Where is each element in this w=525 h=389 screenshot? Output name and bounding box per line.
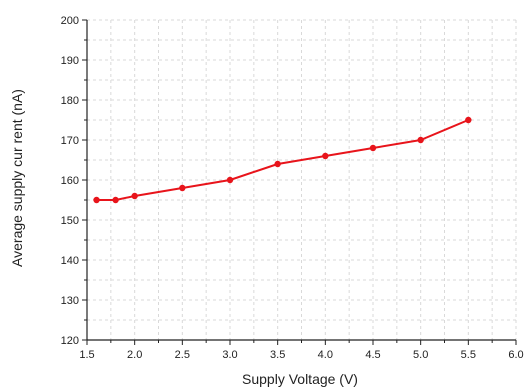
data-point bbox=[322, 152, 329, 160]
data-point bbox=[112, 196, 119, 204]
series bbox=[93, 116, 472, 204]
x-tick-label: 5.0 bbox=[413, 349, 428, 361]
data-point bbox=[465, 116, 472, 124]
x-tick-label: 4.5 bbox=[365, 349, 380, 361]
y-tick-label: 190 bbox=[61, 55, 79, 67]
x-tick-label: 1.5 bbox=[79, 349, 94, 361]
ticks: 1.5 2.0 2.5 3.0 3.5 4.0 4.5 5.0 5.5 6.0 120 130 140 1… bbox=[61, 15, 524, 361]
grid bbox=[87, 19, 517, 340]
y-tick-label: 170 bbox=[61, 135, 79, 147]
x-tick-label: 2.5 bbox=[175, 349, 190, 361]
data-point bbox=[131, 192, 138, 200]
y-axis-title: Average supply cur rent (nA) bbox=[9, 89, 25, 267]
x-axis-title: Supply Voltage (V) bbox=[242, 371, 358, 387]
y-tick-label: 200 bbox=[61, 15, 79, 27]
y-tick-label: 140 bbox=[61, 255, 79, 267]
y-tick-label: 160 bbox=[61, 175, 79, 187]
x-tick-label: 3.0 bbox=[222, 349, 237, 361]
x-tick-label: 5.5 bbox=[461, 349, 476, 361]
x-tick-label: 3.5 bbox=[270, 349, 285, 361]
data-point bbox=[179, 184, 186, 192]
x-tick-label: 6.0 bbox=[508, 349, 523, 361]
series-line bbox=[96, 119, 469, 201]
x-tick-label: 4.0 bbox=[318, 349, 333, 361]
y-tick-label: 150 bbox=[61, 215, 79, 227]
data-point bbox=[274, 160, 281, 168]
x-tick-label: 2.0 bbox=[127, 349, 142, 361]
data-point bbox=[93, 196, 100, 204]
data-point bbox=[226, 176, 234, 184]
y-tick-label: 130 bbox=[61, 295, 79, 307]
y-tick-label: 180 bbox=[61, 95, 79, 107]
data-point bbox=[369, 144, 377, 152]
data-point bbox=[417, 136, 424, 144]
y-tick-label: 120 bbox=[61, 335, 79, 347]
